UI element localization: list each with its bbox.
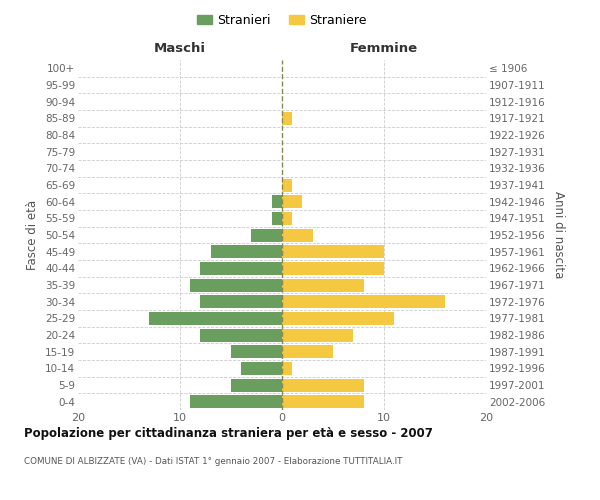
- Bar: [231, 345, 282, 358]
- Text: COMUNE DI ALBIZZATE (VA) - Dati ISTAT 1° gennaio 2007 - Elaborazione TUTTITALIA.: COMUNE DI ALBIZZATE (VA) - Dati ISTAT 1°…: [24, 458, 403, 466]
- Bar: [282, 195, 302, 208]
- Bar: [282, 312, 394, 325]
- Bar: [282, 362, 292, 375]
- Bar: [282, 345, 333, 358]
- Y-axis label: Anni di nascita: Anni di nascita: [553, 192, 565, 278]
- Text: Maschi: Maschi: [154, 42, 206, 55]
- Bar: [282, 262, 384, 275]
- Bar: [282, 228, 313, 241]
- Bar: [282, 278, 364, 291]
- Text: Femmine: Femmine: [350, 42, 418, 55]
- Bar: [282, 245, 384, 258]
- Bar: [272, 195, 282, 208]
- Bar: [200, 328, 282, 342]
- Bar: [241, 362, 282, 375]
- Bar: [282, 378, 364, 392]
- Bar: [211, 245, 282, 258]
- Bar: [282, 395, 364, 408]
- Bar: [190, 395, 282, 408]
- Bar: [231, 378, 282, 392]
- Bar: [149, 312, 282, 325]
- Bar: [282, 212, 292, 225]
- Bar: [200, 295, 282, 308]
- Bar: [200, 262, 282, 275]
- Bar: [190, 278, 282, 291]
- Legend: Stranieri, Straniere: Stranieri, Straniere: [192, 8, 372, 32]
- Bar: [282, 112, 292, 125]
- Bar: [282, 295, 445, 308]
- Bar: [272, 212, 282, 225]
- Bar: [251, 228, 282, 241]
- Bar: [282, 178, 292, 192]
- Bar: [282, 328, 353, 342]
- Y-axis label: Fasce di età: Fasce di età: [26, 200, 40, 270]
- Text: Popolazione per cittadinanza straniera per età e sesso - 2007: Popolazione per cittadinanza straniera p…: [24, 428, 433, 440]
